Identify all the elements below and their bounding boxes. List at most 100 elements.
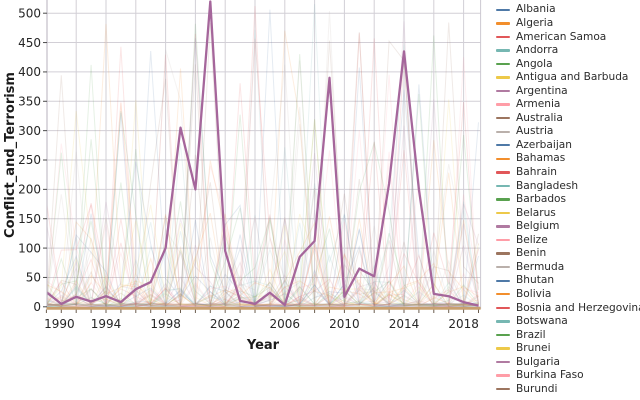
legend-line-marker bbox=[496, 8, 510, 11]
legend-item-label: Bahamas bbox=[516, 152, 566, 165]
background-series-line bbox=[46, 204, 479, 307]
y-tick-label: 500 bbox=[18, 6, 41, 20]
y-tick-label: 400 bbox=[18, 65, 41, 79]
legend-item-label: Burkina Faso bbox=[516, 369, 584, 382]
legend-item-label: Barbados bbox=[516, 193, 567, 206]
background-series-line bbox=[46, 46, 479, 309]
legend-item: Belgium bbox=[496, 220, 640, 234]
legend-item-label: Bosnia and Herzegovina bbox=[516, 301, 640, 314]
background-series-line bbox=[46, 267, 479, 308]
y-axis-title: Conflict_and_Terrorism bbox=[3, 72, 18, 238]
background-series-line bbox=[46, 35, 479, 307]
background-series-line bbox=[46, 68, 479, 308]
background-series-line bbox=[46, 210, 479, 308]
x-tick-label: 2018 bbox=[448, 317, 479, 331]
background-series-line bbox=[46, 75, 479, 308]
legend-item: Azerbaijan bbox=[496, 138, 640, 152]
legend-item: Burundi bbox=[496, 382, 640, 396]
legend-item: Bahamas bbox=[496, 152, 640, 166]
background-series-line bbox=[46, 209, 479, 308]
legend-item-label: Austria bbox=[516, 125, 554, 138]
background-series-line bbox=[46, 163, 479, 308]
legend-line-marker bbox=[496, 279, 510, 282]
legend-line-marker bbox=[496, 252, 510, 255]
background-series-line bbox=[46, 83, 479, 308]
legend-item: Brunei bbox=[496, 342, 640, 356]
legend-line-marker bbox=[496, 171, 510, 174]
axes bbox=[43, 0, 482, 313]
legend-item: Bangladesh bbox=[496, 179, 640, 193]
legend-item: Armenia bbox=[496, 98, 640, 112]
legend-item-label: Botswana bbox=[516, 315, 568, 328]
legend-item-label: Bulgaria bbox=[516, 355, 560, 368]
legend-item-label: Antigua and Barbuda bbox=[516, 71, 629, 84]
background-series-line bbox=[46, 57, 479, 308]
legend-line-marker bbox=[496, 22, 510, 25]
legend-item-label: Armenia bbox=[516, 98, 561, 111]
legend-item: Bulgaria bbox=[496, 355, 640, 369]
tick-labels: 0 50 100 150 200 250 300 350 400 450 500 1990 1994 19… bbox=[18, 6, 479, 331]
background-series-lines bbox=[46, 3, 479, 309]
legend-item: Angola bbox=[496, 57, 640, 71]
legend-item-label: American Samoa bbox=[516, 30, 607, 43]
y-tick-label: 50 bbox=[26, 271, 41, 285]
legend-item-label: Benin bbox=[516, 247, 547, 260]
legend-item: Benin bbox=[496, 247, 640, 261]
legend-item: Bahrain bbox=[496, 166, 640, 180]
x-tick-label: 2002 bbox=[210, 317, 241, 331]
background-series-line bbox=[46, 60, 479, 308]
legend-item-label: Azerbaijan bbox=[516, 138, 572, 151]
legend-item: American Samoa bbox=[496, 30, 640, 44]
background-series-line bbox=[46, 111, 479, 308]
background-series-line bbox=[46, 3, 479, 307]
legend-item: Albania bbox=[496, 3, 640, 17]
legend-line-marker bbox=[496, 333, 510, 337]
background-series-line bbox=[46, 30, 479, 307]
legend-item-label: Belize bbox=[516, 233, 548, 246]
y-tick-label: 350 bbox=[18, 94, 41, 108]
highlighted-series-line bbox=[46, 0, 479, 307]
background-series-line bbox=[46, 106, 479, 308]
legend-line-marker bbox=[496, 76, 510, 79]
legend-item-label: Algeria bbox=[516, 17, 554, 30]
legend-item: Austria bbox=[496, 125, 640, 139]
legend-line-marker bbox=[496, 238, 510, 242]
grid-lines bbox=[47, 0, 481, 309]
y-tick-label: 0 bbox=[33, 300, 41, 314]
legend-item: Burkina Faso bbox=[496, 369, 640, 383]
legend-line-marker bbox=[496, 374, 510, 377]
background-series-line bbox=[46, 32, 479, 308]
legend-line-marker bbox=[496, 198, 510, 201]
legend-item-label: Angola bbox=[516, 57, 553, 70]
legend-item-label: Andorra bbox=[516, 44, 559, 57]
legend-line-marker bbox=[496, 360, 510, 364]
highlighted-series bbox=[46, 0, 479, 307]
background-series-line bbox=[46, 9, 479, 308]
legend-item: Barbados bbox=[496, 193, 640, 207]
legend-item: Brazil bbox=[496, 328, 640, 342]
x-tick-label: 1990 bbox=[44, 317, 75, 331]
legend-line-marker bbox=[496, 62, 510, 66]
legend-item-label: Brazil bbox=[516, 328, 546, 341]
y-tick-label: 250 bbox=[18, 153, 41, 167]
background-series-line bbox=[46, 93, 479, 308]
legend-item-label: Belarus bbox=[516, 206, 556, 219]
legend-line-marker bbox=[496, 157, 510, 160]
legend-item: Bolivia bbox=[496, 287, 640, 301]
legend-item: Bosnia and Herzegovina bbox=[496, 301, 640, 315]
background-series-line bbox=[46, 49, 479, 308]
legend-item-label: Argentina bbox=[516, 84, 568, 97]
legend: Albania Algeria American Samoa Andorra Angol… bbox=[496, 3, 640, 396]
legend-line-marker bbox=[496, 116, 510, 120]
x-tick-label: 2014 bbox=[389, 317, 420, 331]
legend-item: Bhutan bbox=[496, 274, 640, 288]
background-series-line bbox=[46, 44, 479, 308]
legend-line-marker bbox=[496, 211, 510, 215]
legend-line-marker bbox=[496, 225, 510, 228]
background-series-line bbox=[46, 29, 479, 308]
background-series-line bbox=[46, 11, 479, 308]
background-series-line bbox=[46, 5, 479, 308]
legend-line-marker bbox=[496, 320, 510, 323]
